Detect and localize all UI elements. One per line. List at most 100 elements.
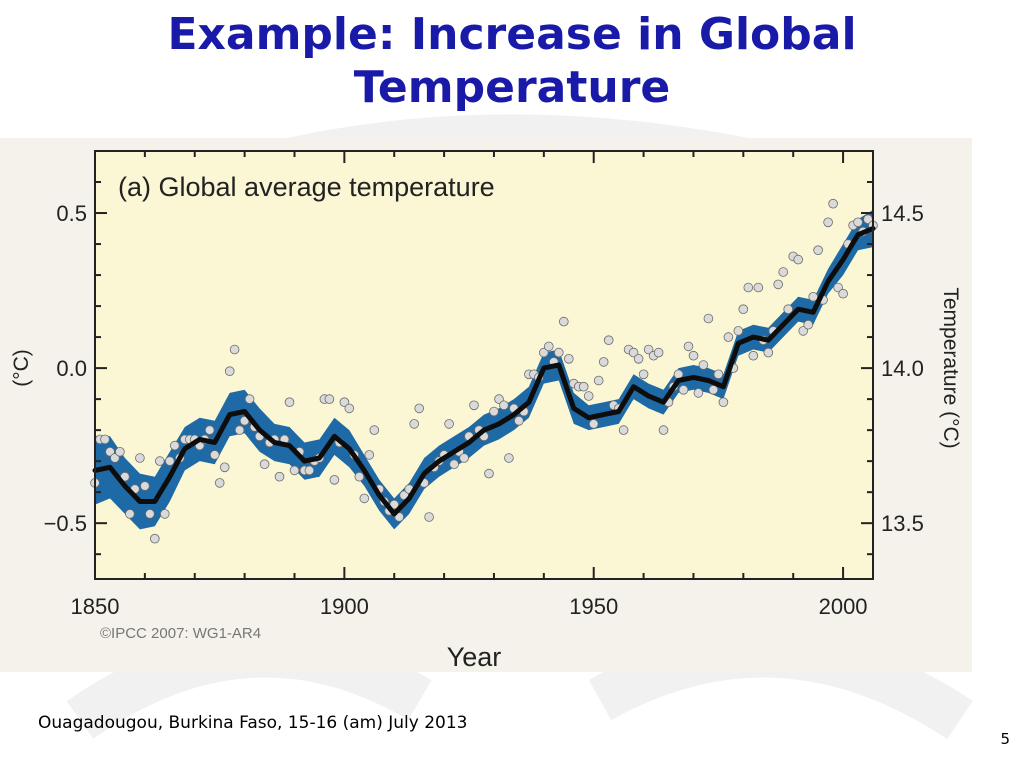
annual-point <box>414 403 425 414</box>
annual-point <box>808 292 818 302</box>
annual-point <box>633 354 644 364</box>
temperature-chart: 1850 1900 1950 2000 0.5 0.0 −0.5 14.5 14.0 13.5 (… <box>0 138 972 672</box>
y-axis-label-right: Temperature (°C) <box>939 287 962 448</box>
annual-point <box>748 350 759 361</box>
uncertainty-band <box>95 209 873 530</box>
axis-ticks <box>94 151 873 579</box>
annual-point <box>813 245 823 255</box>
annual-point <box>653 347 664 358</box>
annual-point <box>593 375 604 386</box>
y-tick-label-right: 13.5 <box>881 511 924 536</box>
annual-point <box>244 394 255 404</box>
annual-point <box>274 471 285 482</box>
annual-point <box>833 282 843 293</box>
annual-point <box>339 397 350 408</box>
annual-point <box>359 493 370 504</box>
slide-title-line2: Temperature <box>353 62 671 113</box>
y-tick-label-right: 14.5 <box>881 201 924 226</box>
slide-title: Example: Increase in Global Temperature <box>0 8 1024 114</box>
annual-point <box>713 369 724 380</box>
annual-point <box>828 198 838 209</box>
annual-point <box>409 419 420 429</box>
annual-point <box>369 425 380 435</box>
annual-point <box>259 459 270 470</box>
annual-point <box>125 509 135 519</box>
annual-point <box>219 462 230 473</box>
annual-point <box>115 446 125 457</box>
annual-point <box>289 465 300 476</box>
annual-point <box>424 512 434 522</box>
annual-point <box>553 347 564 358</box>
annual-point <box>538 347 549 358</box>
annual-point <box>204 425 215 435</box>
annual-point <box>364 450 375 460</box>
annual-point <box>449 459 459 470</box>
annual-point <box>499 400 509 411</box>
annual-point <box>209 450 220 460</box>
annual-point <box>284 397 295 408</box>
y-axis-label-left: (°C) <box>10 349 33 387</box>
annual-point <box>603 335 614 346</box>
slide-title-line1: Example: Increase in Global <box>167 9 857 60</box>
annual-point <box>324 394 335 404</box>
smoothed-trend-line <box>92 226 876 517</box>
annual-point <box>708 385 719 395</box>
annual-point <box>224 366 235 377</box>
y-tick-label-left: −0.5 <box>44 511 87 536</box>
annual-point <box>150 533 160 544</box>
page-number: 5 <box>1000 730 1010 748</box>
chart-title: (a) Global average temperature <box>118 172 495 202</box>
annual-point <box>823 217 833 228</box>
annual-point <box>489 406 499 417</box>
x-tick-label: 1950 <box>569 594 618 619</box>
annual-point <box>693 388 704 398</box>
copyright-text: ©IPCC 2007: WG1-AR4 <box>100 625 261 642</box>
annual-point <box>444 419 454 429</box>
annual-point <box>354 471 365 482</box>
annual-point <box>698 360 709 370</box>
annual-point <box>100 434 110 445</box>
annual-point <box>344 403 355 414</box>
plot-frame <box>94 150 874 580</box>
annual-point <box>563 354 574 364</box>
annual-point <box>304 465 315 476</box>
annual-point <box>793 254 803 265</box>
annual-point <box>773 279 783 290</box>
annual-point <box>798 326 808 336</box>
footer-location: Ouagadougou, Burkina Faso, 15-16 (am) Ju… <box>38 713 468 733</box>
annual-point <box>778 267 788 277</box>
annual-point <box>504 453 514 463</box>
axis-tick-labels: 1850 1900 1950 2000 0.5 0.0 −0.5 14.5 14.0 13.5 <box>44 201 924 619</box>
annual-point <box>329 474 340 485</box>
annual-point <box>643 344 654 355</box>
annual-point <box>583 391 594 401</box>
annual-point <box>588 419 599 429</box>
annual-point <box>658 425 669 435</box>
annual-point <box>703 313 714 324</box>
x-tick-label: 1850 <box>71 594 120 619</box>
annual-point <box>229 344 240 355</box>
annual-point <box>394 512 405 522</box>
annual-point <box>578 381 589 392</box>
annual-point <box>598 357 609 367</box>
plot-area <box>95 151 873 579</box>
annual-point <box>155 456 165 466</box>
annual-point <box>853 217 863 228</box>
annual-point <box>723 332 734 342</box>
annual-point <box>718 397 729 408</box>
annual-point <box>638 369 649 380</box>
annual-point <box>628 347 639 358</box>
annual-point <box>110 453 120 463</box>
annual-point <box>145 509 155 519</box>
annual-point <box>558 316 569 327</box>
annual-point <box>783 304 793 315</box>
x-tick-label: 2000 <box>819 594 868 619</box>
annual-point <box>484 468 494 479</box>
y-tick-label-left: 0.0 <box>56 356 87 381</box>
annual-point <box>170 440 180 451</box>
annual-point <box>743 282 754 293</box>
annual-point <box>135 453 145 463</box>
annual-point <box>469 400 479 411</box>
annual-point <box>733 326 744 336</box>
annual-point <box>214 478 225 488</box>
